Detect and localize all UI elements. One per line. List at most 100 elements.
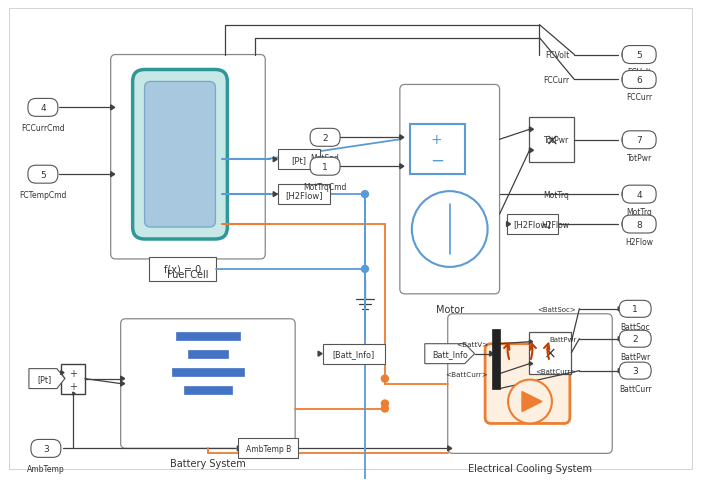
Polygon shape: [73, 392, 75, 395]
Text: f(x) = 0: f(x) = 0: [164, 264, 201, 275]
Text: ×: ×: [546, 133, 558, 148]
Polygon shape: [489, 351, 494, 357]
Text: 1: 1: [322, 162, 328, 171]
Text: BattCurr: BattCurr: [619, 384, 651, 393]
Text: ×: ×: [544, 346, 557, 360]
Text: BattSoc: BattSoc: [620, 322, 650, 331]
Text: H2Flow: H2Flow: [625, 238, 653, 247]
Polygon shape: [618, 307, 621, 311]
Polygon shape: [623, 78, 625, 82]
Text: AmbTemp B: AmbTemp B: [245, 444, 291, 453]
Text: 5: 5: [637, 51, 642, 60]
Polygon shape: [425, 344, 474, 364]
FancyBboxPatch shape: [9, 9, 692, 469]
Polygon shape: [111, 106, 115, 111]
Text: <BattCurr>: <BattCurr>: [535, 368, 577, 374]
Text: [H2Flow]: [H2Flow]: [514, 220, 551, 229]
FancyBboxPatch shape: [619, 362, 651, 379]
Polygon shape: [618, 369, 621, 373]
FancyBboxPatch shape: [323, 344, 385, 364]
FancyBboxPatch shape: [619, 331, 651, 348]
Text: [Pt]: [Pt]: [38, 374, 52, 384]
Polygon shape: [274, 192, 277, 197]
FancyBboxPatch shape: [184, 386, 232, 394]
FancyBboxPatch shape: [176, 332, 240, 340]
Text: FCVolt: FCVolt: [627, 68, 651, 77]
Circle shape: [508, 380, 552, 423]
FancyBboxPatch shape: [507, 215, 558, 235]
Polygon shape: [121, 376, 125, 381]
Polygon shape: [507, 222, 510, 227]
Polygon shape: [529, 362, 533, 366]
Text: <BattCurr>: <BattCurr>: [446, 371, 489, 377]
Polygon shape: [448, 446, 452, 451]
Polygon shape: [529, 128, 534, 132]
Polygon shape: [121, 381, 125, 386]
Circle shape: [381, 400, 388, 407]
Text: BattPwr: BattPwr: [620, 352, 650, 361]
Text: BattPwr: BattPwr: [549, 336, 577, 342]
FancyBboxPatch shape: [410, 125, 465, 175]
Polygon shape: [61, 371, 64, 375]
Text: MotTrq: MotTrq: [544, 190, 570, 199]
Text: Electrical Cooling System: Electrical Cooling System: [468, 463, 592, 473]
Polygon shape: [274, 157, 277, 162]
FancyBboxPatch shape: [172, 368, 244, 376]
Text: Batt_Info: Batt_Info: [431, 349, 467, 359]
Text: 3: 3: [632, 366, 638, 375]
FancyBboxPatch shape: [310, 129, 340, 147]
Polygon shape: [318, 351, 322, 357]
Text: 8: 8: [637, 220, 642, 229]
Text: 3: 3: [43, 444, 49, 453]
Text: 4: 4: [40, 104, 46, 113]
FancyBboxPatch shape: [623, 186, 656, 204]
FancyBboxPatch shape: [111, 55, 265, 259]
FancyBboxPatch shape: [238, 439, 298, 458]
FancyBboxPatch shape: [491, 329, 500, 389]
FancyBboxPatch shape: [31, 440, 61, 457]
Polygon shape: [529, 148, 534, 154]
Polygon shape: [529, 340, 533, 344]
Text: 7: 7: [637, 136, 642, 145]
Text: 6: 6: [637, 76, 642, 85]
FancyBboxPatch shape: [448, 314, 612, 454]
Text: MotSpd: MotSpd: [311, 154, 340, 163]
Text: FCVolt: FCVolt: [545, 51, 570, 60]
FancyBboxPatch shape: [28, 99, 58, 117]
FancyBboxPatch shape: [278, 150, 320, 170]
Text: AmbTemp: AmbTemp: [27, 464, 65, 473]
FancyBboxPatch shape: [485, 344, 570, 423]
Text: +: +: [69, 381, 77, 391]
Text: −: −: [430, 151, 443, 169]
Polygon shape: [111, 172, 115, 177]
Text: TotPwr: TotPwr: [627, 154, 652, 162]
Polygon shape: [238, 446, 241, 451]
Polygon shape: [623, 139, 625, 143]
Text: [H2Flow]: [H2Flow]: [286, 190, 323, 199]
FancyBboxPatch shape: [529, 332, 571, 374]
Text: 5: 5: [40, 170, 46, 180]
FancyBboxPatch shape: [121, 319, 295, 448]
Circle shape: [412, 192, 488, 267]
Text: 4: 4: [637, 190, 642, 199]
FancyBboxPatch shape: [623, 72, 656, 89]
Text: FCCurr: FCCurr: [544, 76, 570, 85]
FancyBboxPatch shape: [133, 71, 227, 240]
Text: Motor: Motor: [436, 304, 464, 314]
Polygon shape: [522, 392, 542, 412]
Text: 2: 2: [322, 133, 328, 143]
Text: 2: 2: [632, 335, 638, 344]
FancyBboxPatch shape: [61, 364, 85, 394]
FancyBboxPatch shape: [278, 185, 330, 204]
Circle shape: [381, 405, 388, 412]
FancyBboxPatch shape: [623, 216, 656, 234]
FancyBboxPatch shape: [619, 300, 651, 318]
Text: <BattSoc>: <BattSoc>: [538, 306, 577, 312]
Circle shape: [362, 266, 369, 273]
FancyBboxPatch shape: [623, 132, 656, 149]
Text: FCCurrCmd: FCCurrCmd: [21, 124, 65, 133]
Text: FCCurr: FCCurr: [626, 93, 652, 102]
FancyBboxPatch shape: [28, 166, 58, 184]
Text: Fuel Cell: Fuel Cell: [167, 269, 209, 279]
Polygon shape: [29, 369, 65, 389]
